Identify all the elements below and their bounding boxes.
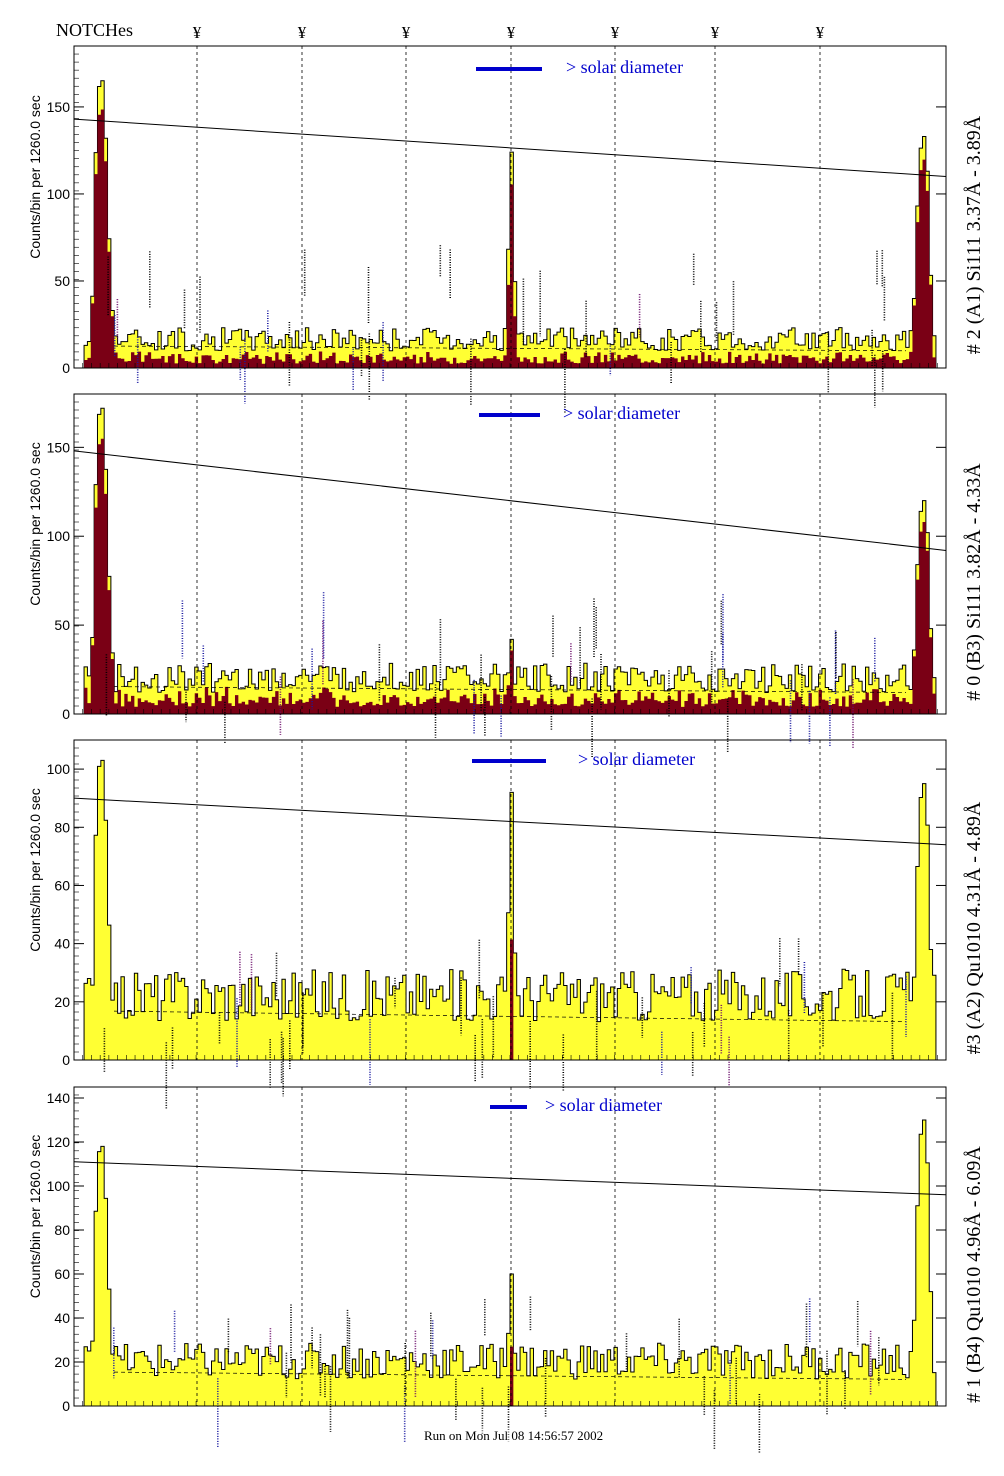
total-counts-histogram	[74, 759, 946, 1061]
mean-line	[113, 345, 907, 352]
mean-line	[113, 686, 907, 693]
y-tick-label: 40	[54, 936, 70, 952]
notch-marker-5: ¥	[611, 23, 620, 42]
y-tick-label: 80	[54, 1222, 70, 1238]
y-tick-label: 0	[62, 360, 70, 376]
y-tick-label: 60	[54, 1266, 70, 1282]
signal-counts-histogram	[74, 939, 946, 1060]
trend-line	[73, 1161, 947, 1196]
y-tick-label: 50	[54, 617, 70, 633]
y-tick-label: 120	[47, 1134, 71, 1150]
trend-line	[73, 450, 947, 551]
y-tick-label: 150	[47, 439, 71, 455]
y-tick-label: 100	[47, 761, 71, 777]
mean-line	[113, 1371, 907, 1380]
legend-label: > solar diameter	[563, 403, 680, 423]
y-tick-label: 50	[54, 273, 70, 289]
y-tick-label: 100	[47, 186, 71, 202]
y-tick-label: 100	[47, 528, 71, 544]
panel-title: # 2 (A1) Si111 3.37Å - 3.89Å	[963, 115, 985, 354]
panel-title: #3 (A2) Qu1010 4.31Å - 4.89Å	[963, 801, 985, 1054]
y-tick-label: 20	[54, 994, 70, 1010]
y-tick-label: 20	[54, 1354, 70, 1370]
notch-marker-2: ¥	[298, 23, 307, 42]
notch-marker-1: ¥	[193, 23, 202, 42]
trend-line	[73, 118, 947, 178]
signal-counts-histogram	[74, 109, 946, 368]
y-tick-label: 40	[54, 1310, 70, 1326]
mean-line	[113, 1010, 907, 1022]
y-axis-label: Counts/bin per 1260.0 sec	[27, 442, 43, 605]
notch-marker-6: ¥	[711, 23, 720, 42]
y-tick-label: 60	[54, 877, 70, 893]
panel-title: # 0 (B3) Si111 3.82Å - 4.33Å	[963, 463, 985, 701]
y-tick-label: 140	[47, 1090, 71, 1106]
legend-label: > solar diameter	[545, 1095, 662, 1115]
panel-4: 0 20 40 60 80 100 120 140 Counts/bin per 1260.0 …	[27, 1086, 985, 1453]
signal-counts-histogram	[74, 1346, 946, 1406]
trend-line	[73, 797, 947, 846]
y-tick-label: 100	[47, 1178, 71, 1194]
y-tick-label: 0	[62, 1398, 70, 1414]
y-tick-label: 0	[62, 706, 70, 722]
notch-marker-4: ¥	[507, 23, 516, 42]
run-timestamp: Run on Mon Jul 08 14:56:57 2002	[424, 1428, 604, 1444]
signal-counts-histogram	[74, 438, 946, 714]
y-axis-label: Counts/bin per 1260.0 sec	[27, 1135, 43, 1298]
legend-label: > solar diameter	[566, 57, 683, 77]
y-tick-label: 0	[62, 1052, 70, 1068]
y-axis-label: Counts/bin per 1260.0 sec	[27, 788, 43, 951]
y-tick-label: 80	[54, 819, 70, 835]
legend-label: > solar diameter	[578, 749, 695, 769]
notches-label: NOTCHes	[56, 20, 133, 40]
notch-marker-3: ¥	[402, 23, 411, 42]
y-tick-label: 150	[47, 99, 71, 115]
panel-title: # 1 (B4) Qu1010 4.96Å - 6.09Å	[963, 1146, 985, 1403]
notch-marker-7: ¥	[816, 23, 825, 42]
y-axis-label: Counts/bin per 1260.0 sec	[27, 95, 43, 258]
